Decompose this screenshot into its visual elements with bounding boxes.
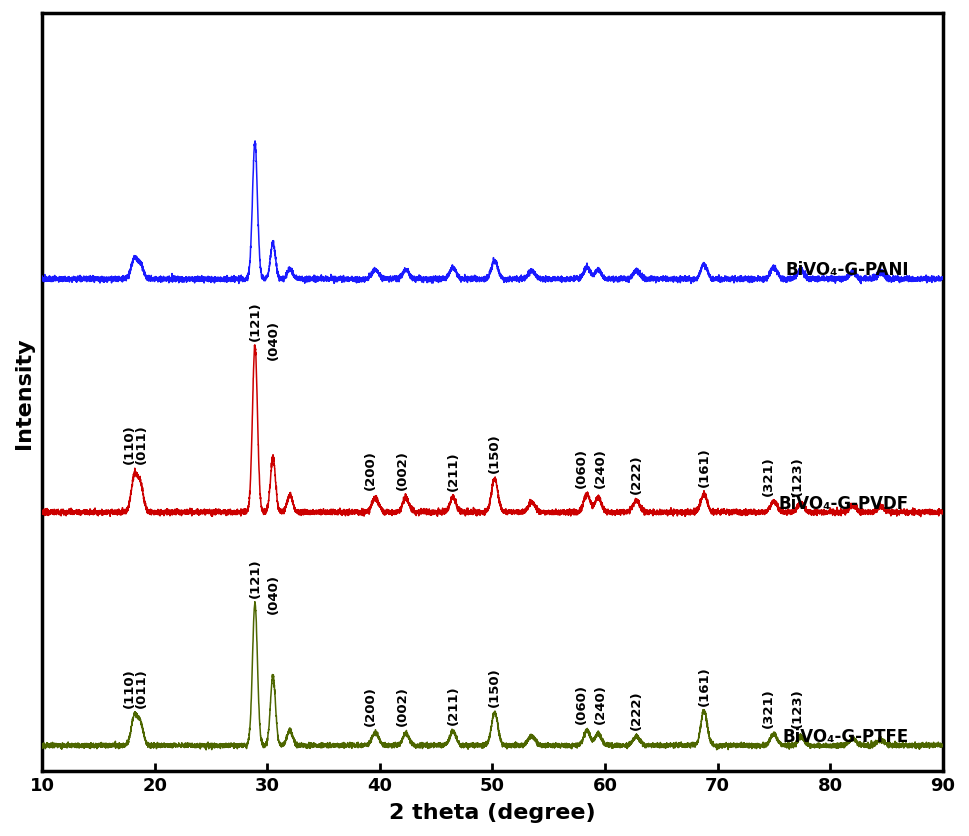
Text: BiVO₄-G-PVDF: BiVO₄-G-PVDF [779, 494, 909, 512]
Text: (121): (121) [248, 558, 262, 597]
Text: (110): (110) [123, 424, 136, 464]
Text: (222): (222) [630, 454, 643, 494]
Text: BiVO₄-G-PTFE: BiVO₄-G-PTFE [783, 727, 909, 745]
Text: (211): (211) [447, 685, 459, 724]
Text: (240): (240) [594, 684, 607, 724]
Text: (211): (211) [447, 451, 459, 490]
Text: (123): (123) [791, 687, 804, 727]
Y-axis label: Intensity: Intensity [14, 337, 34, 448]
Text: (150): (150) [488, 667, 501, 706]
Text: (161): (161) [698, 446, 710, 486]
Text: (040): (040) [266, 319, 279, 359]
Text: (222): (222) [630, 690, 643, 729]
Text: (321): (321) [762, 456, 774, 495]
Text: (011): (011) [135, 667, 147, 707]
Text: (002): (002) [396, 449, 409, 489]
Text: (110): (110) [123, 667, 136, 707]
Text: (150): (150) [488, 433, 501, 472]
Text: (200): (200) [364, 685, 377, 725]
Text: (200): (200) [364, 449, 377, 489]
Text: BiVO₄-G-PANI: BiVO₄-G-PANI [785, 261, 909, 279]
Text: (321): (321) [762, 687, 774, 727]
X-axis label: 2 theta (degree): 2 theta (degree) [390, 803, 596, 822]
Text: (121): (121) [248, 301, 262, 341]
Text: (060): (060) [575, 684, 588, 724]
Text: (123): (123) [791, 456, 804, 495]
Text: (011): (011) [135, 424, 147, 464]
Text: (240): (240) [594, 448, 607, 487]
Text: (002): (002) [396, 685, 409, 725]
Text: (060): (060) [575, 447, 588, 487]
Text: (161): (161) [698, 665, 710, 705]
Text: (040): (040) [266, 573, 279, 614]
